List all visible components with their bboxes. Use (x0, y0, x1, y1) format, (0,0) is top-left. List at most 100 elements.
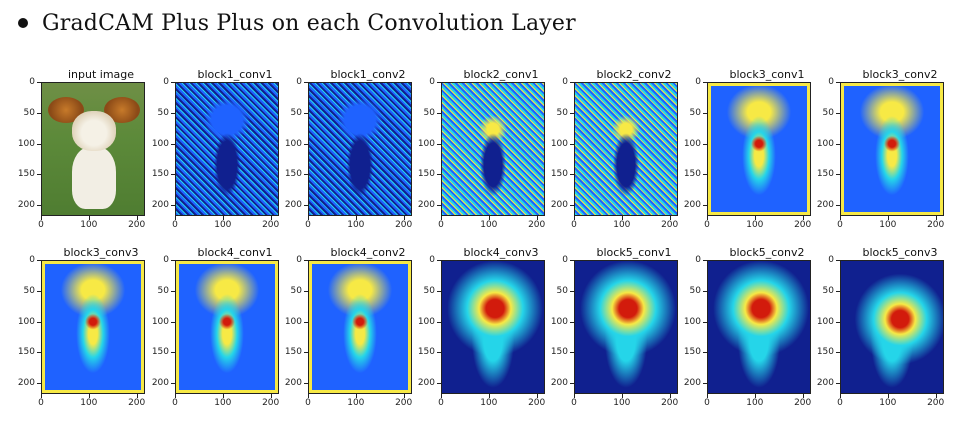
heatmap (841, 83, 943, 215)
y-tick (171, 383, 175, 385)
y-tick-label: 150 (683, 169, 701, 180)
y-tick-label: 0 (429, 255, 435, 265)
panel-title: block2_conv1 (463, 68, 539, 81)
x-tick-label: 100 (746, 220, 764, 230)
x-tick (754, 216, 756, 220)
panel-title: block4_conv3 (463, 246, 539, 259)
y-tick (570, 383, 574, 385)
y-tick-label: 50 (689, 285, 701, 296)
y-tick-label: 150 (151, 347, 169, 358)
x-tick (887, 394, 889, 398)
y-tick-label: 50 (423, 285, 435, 296)
x-tick-label: 200 (927, 398, 945, 408)
y-tick-label: 200 (284, 378, 302, 389)
x-tick (621, 216, 623, 220)
heatmap (309, 83, 411, 215)
x-tick-label: 200 (794, 220, 812, 230)
y-tick-label: 50 (689, 107, 701, 118)
y-tick (703, 321, 707, 323)
x-tick-label: 100 (347, 220, 365, 230)
x-tick-label: 0 (438, 398, 444, 408)
x-tick (88, 216, 90, 220)
y-tick (437, 260, 441, 261)
x-tick-label: 100 (214, 398, 232, 408)
y-tick-label: 50 (556, 285, 568, 296)
y-tick-label: 100 (151, 316, 169, 327)
y-tick-label: 150 (417, 169, 435, 180)
heatmap (442, 261, 544, 393)
y-tick (570, 112, 574, 114)
y-tick (703, 290, 707, 292)
panel-plot (175, 260, 279, 394)
y-tick-label: 200 (417, 378, 435, 389)
y-tick-label: 100 (816, 138, 834, 149)
y-tick (836, 260, 840, 261)
y-tick-label: 0 (163, 77, 169, 87)
dog-photo (42, 83, 144, 215)
panel-title: block5_conv3 (862, 246, 938, 259)
x-tick (935, 216, 937, 220)
y-tick (437, 82, 441, 83)
y-tick-label: 200 (284, 200, 302, 211)
y-tick-label: 200 (683, 200, 701, 211)
x-tick (536, 216, 538, 220)
y-tick (171, 260, 175, 261)
y-tick (437, 112, 441, 114)
y-tick-label: 200 (816, 378, 834, 389)
y-tick (570, 352, 574, 354)
y-tick-label: 0 (29, 255, 35, 265)
x-tick-label: 200 (528, 220, 546, 230)
y-tick-label: 0 (429, 77, 435, 87)
panel-input-image: input image 0 50 100 150 200 0 100 200 (18, 68, 161, 230)
x-tick (441, 216, 442, 220)
x-tick (88, 394, 90, 398)
y-tick-label: 0 (562, 77, 568, 87)
y-tick (37, 112, 41, 114)
x-tick (136, 394, 138, 398)
y-tick-label: 100 (550, 316, 568, 327)
y-tick (304, 205, 308, 207)
x-tick-label: 100 (613, 398, 631, 408)
y-tick (836, 112, 840, 114)
y-tick (37, 383, 41, 385)
y-tick-label: 0 (695, 255, 701, 265)
y-tick-label: 50 (23, 107, 35, 118)
y-tick (703, 82, 707, 83)
y-tick (437, 290, 441, 292)
x-tick (175, 216, 176, 220)
panel-block5-conv3: block5_conv3 0 50 100 150 200 0 100 200 (817, 246, 960, 408)
x-tick-label: 200 (661, 220, 679, 230)
y-tick-label: 150 (550, 169, 568, 180)
panel-block5-conv1: block5_conv1 0 50 100 150 200 0 100 200 (551, 246, 694, 408)
x-tick (222, 394, 224, 398)
y-tick (836, 383, 840, 385)
y-tick (304, 174, 308, 176)
y-tick-label: 200 (550, 200, 568, 211)
y-tick-label: 150 (417, 347, 435, 358)
y-tick (836, 352, 840, 354)
panel-block3-conv3: block3_conv3 0 50 100 150 200 0 100 200 (18, 246, 161, 408)
y-tick-label: 50 (290, 107, 302, 118)
panel-title: block5_conv2 (729, 246, 805, 259)
bullet-icon (18, 18, 28, 28)
y-tick (836, 290, 840, 292)
y-tick (437, 383, 441, 385)
x-tick-label: 0 (704, 398, 710, 408)
x-tick (935, 394, 937, 398)
panel-title: block3_conv1 (729, 68, 805, 81)
panel-plot (41, 82, 145, 216)
x-tick (621, 394, 623, 398)
y-tick-label: 100 (17, 316, 35, 327)
panel-plot (574, 82, 678, 216)
panel-plot (41, 260, 145, 394)
y-tick-label: 150 (683, 347, 701, 358)
x-tick (136, 216, 138, 220)
x-tick (441, 394, 442, 398)
x-tick (270, 394, 272, 398)
x-tick-label: 200 (395, 398, 413, 408)
y-tick-label: 100 (417, 138, 435, 149)
x-tick (355, 216, 357, 220)
heatmap (841, 261, 943, 393)
y-tick-label: 0 (296, 255, 302, 265)
x-tick (488, 394, 490, 398)
